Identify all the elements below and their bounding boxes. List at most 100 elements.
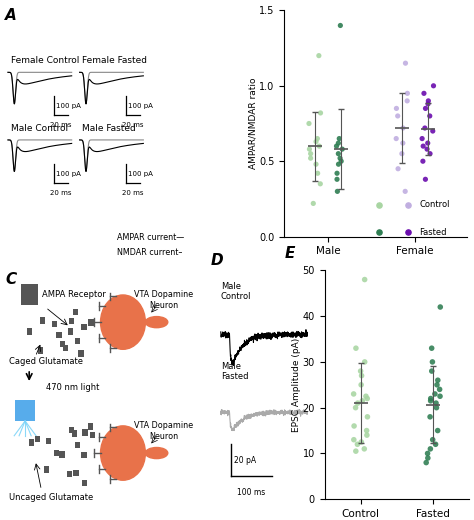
- Point: [436, 392, 444, 400]
- Point: [314, 134, 321, 142]
- Point: [427, 445, 434, 453]
- Point: [336, 154, 344, 162]
- Text: 100 ms: 100 ms: [237, 488, 265, 497]
- Point: [421, 124, 428, 132]
- Point: [437, 303, 444, 311]
- Point: [419, 157, 427, 165]
- Text: D: D: [210, 253, 223, 268]
- Point: [361, 358, 368, 366]
- Text: 100 pA: 100 pA: [128, 103, 153, 109]
- Point: [296, 211, 304, 219]
- Text: 20 ms: 20 ms: [50, 122, 72, 128]
- FancyBboxPatch shape: [38, 347, 43, 354]
- Point: [283, 229, 290, 238]
- Point: [432, 399, 440, 407]
- FancyBboxPatch shape: [72, 430, 77, 436]
- FancyBboxPatch shape: [78, 350, 84, 357]
- FancyBboxPatch shape: [81, 324, 87, 330]
- Point: [352, 344, 360, 353]
- Point: [354, 440, 361, 448]
- FancyBboxPatch shape: [73, 470, 79, 476]
- Point: [427, 394, 435, 402]
- Point: [352, 404, 359, 412]
- Point: [333, 142, 340, 150]
- Text: 20 ms: 20 ms: [122, 189, 143, 196]
- Point: [337, 21, 344, 30]
- FancyBboxPatch shape: [82, 451, 87, 458]
- Point: [337, 157, 345, 165]
- Point: [357, 438, 365, 446]
- Point: [425, 97, 432, 105]
- Text: Caged Glutamate: Caged Glutamate: [9, 357, 83, 366]
- Point: [420, 89, 428, 98]
- Point: [424, 454, 432, 462]
- Text: B: B: [252, 0, 263, 2]
- Point: [357, 367, 365, 375]
- Point: [364, 394, 371, 402]
- Point: [392, 134, 400, 142]
- Point: [307, 154, 314, 162]
- Text: Male
Fasted: Male Fasted: [221, 362, 248, 381]
- Text: VTA Dopamine
Neuron: VTA Dopamine Neuron: [134, 421, 193, 440]
- Y-axis label: AMPAR/NMDAR ratio: AMPAR/NMDAR ratio: [249, 78, 258, 169]
- FancyBboxPatch shape: [82, 430, 88, 436]
- Point: [361, 445, 368, 453]
- Point: [426, 112, 434, 120]
- FancyBboxPatch shape: [69, 318, 74, 324]
- Point: [333, 175, 341, 184]
- Text: VTA Dopamine
Neuron: VTA Dopamine Neuron: [134, 290, 193, 309]
- Point: [430, 82, 438, 90]
- Point: [392, 104, 400, 113]
- Point: [431, 390, 439, 398]
- Point: [306, 145, 313, 153]
- Point: [354, 399, 362, 407]
- Point: [423, 145, 431, 153]
- FancyBboxPatch shape: [90, 432, 95, 438]
- FancyBboxPatch shape: [59, 451, 65, 458]
- Point: [314, 169, 321, 177]
- Text: Female Fasted: Female Fasted: [82, 56, 147, 65]
- Point: [419, 134, 426, 142]
- Text: Male Fasted: Male Fasted: [82, 124, 136, 133]
- Point: [433, 381, 441, 389]
- Point: [305, 119, 313, 127]
- Point: [424, 449, 431, 458]
- Point: [350, 436, 357, 444]
- FancyBboxPatch shape: [73, 309, 78, 315]
- Point: [394, 112, 401, 120]
- Point: [428, 358, 436, 366]
- Point: [338, 145, 346, 153]
- Point: [358, 371, 365, 380]
- FancyBboxPatch shape: [60, 341, 65, 347]
- Text: 20 ms: 20 ms: [122, 122, 143, 128]
- Text: NMDAR current–: NMDAR current–: [117, 249, 182, 257]
- Point: [334, 187, 341, 196]
- FancyBboxPatch shape: [35, 436, 40, 442]
- FancyBboxPatch shape: [27, 328, 32, 335]
- Point: [429, 436, 437, 444]
- Point: [312, 137, 320, 146]
- Point: [316, 142, 323, 150]
- Text: AMPA Receptor: AMPA Receptor: [43, 290, 106, 299]
- Ellipse shape: [146, 317, 168, 328]
- Point: [333, 169, 341, 177]
- Point: [362, 392, 370, 400]
- Text: Male Control: Male Control: [10, 124, 68, 133]
- Point: [427, 397, 434, 405]
- Point: [426, 413, 434, 421]
- Point: [399, 124, 407, 132]
- FancyBboxPatch shape: [67, 471, 72, 477]
- Point: [432, 440, 439, 448]
- Point: [419, 142, 427, 150]
- Point: [421, 175, 429, 184]
- Point: [433, 404, 440, 412]
- Point: [335, 139, 342, 147]
- Point: [352, 447, 360, 456]
- Circle shape: [100, 295, 146, 349]
- FancyBboxPatch shape: [88, 319, 93, 326]
- Text: 100 pA: 100 pA: [56, 103, 82, 109]
- Point: [422, 104, 429, 113]
- Text: AMPAR current—: AMPAR current—: [117, 233, 184, 242]
- Point: [403, 97, 411, 105]
- Point: [350, 422, 358, 430]
